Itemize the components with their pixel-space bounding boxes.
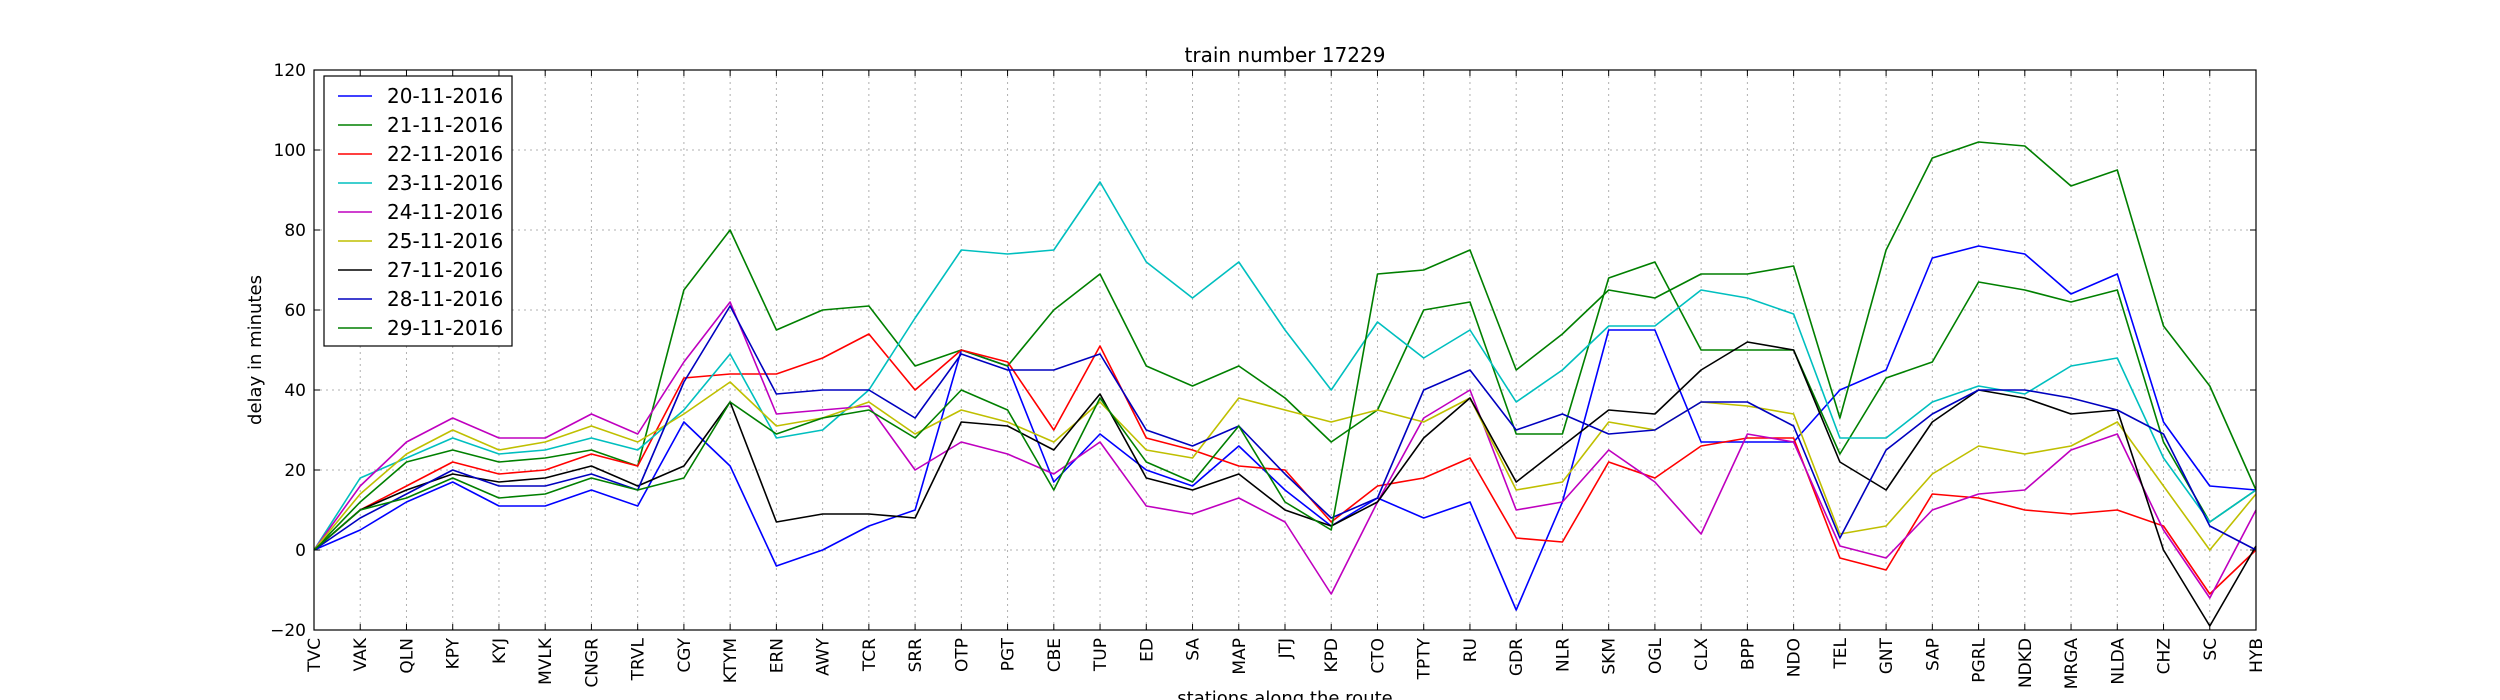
series-line-22-11-2016: [313, 333, 2257, 595]
y-axis-label: delay in minutes: [245, 275, 266, 425]
legend-label: 20-11-2016: [387, 84, 503, 108]
x-tick-label: NLDA: [2108, 638, 2128, 685]
x-tick-label: ERN: [767, 638, 787, 673]
legend-items: 20-11-2016 21-11-2016 22-11-2016 23-11-2016…: [338, 84, 503, 340]
y-tick-label: 40: [284, 381, 306, 401]
grid-layer: [314, 70, 2256, 630]
y-tick-label: 60: [284, 301, 306, 321]
x-tick-label: NDO: [1785, 638, 1805, 677]
y-tick-label: 100: [274, 141, 306, 161]
legend-label: 23-11-2016: [387, 171, 503, 195]
x-tick-label: PGRL: [1970, 637, 1990, 682]
x-tick-label: OTP: [952, 638, 972, 672]
series-line-24-11-2016: [313, 301, 2257, 599]
x-tick-label: BPP: [1738, 638, 1758, 670]
x-tick-label: AWY: [814, 637, 834, 676]
y-tick-label: 0: [295, 541, 306, 561]
series-line-25-11-2016: [313, 381, 2257, 551]
legend: 20-11-2016 21-11-2016 22-11-2016 23-11-2016…: [323, 75, 513, 347]
x-tick-label: OGL: [1646, 637, 1666, 674]
x-tick-label: NLR: [1553, 638, 1573, 672]
x-tick-label: SAP: [1923, 638, 1943, 671]
x-tick-label: NDKD: [2016, 638, 2036, 688]
x-tick-label: MVLK: [536, 637, 556, 685]
legend-label: 28-11-2016: [387, 287, 503, 311]
series-line-29-11-2016: [313, 141, 2257, 551]
legend-label: 27-11-2016: [387, 258, 503, 282]
y-tick-label: 120: [274, 61, 306, 81]
x-tick-label: KPY: [444, 637, 464, 669]
x-tick-label: TEL: [1831, 637, 1851, 669]
x-tick-label: CLX: [1692, 638, 1712, 671]
legend-label: 29-11-2016: [387, 316, 503, 340]
x-tick-label: HYB: [2247, 638, 2267, 673]
x-tick-label: TRVL: [629, 637, 649, 681]
x-tick-label: SKM: [1600, 638, 1620, 675]
y-tick-label: 80: [284, 221, 306, 241]
x-tick-label: TPTY: [1415, 637, 1435, 680]
y-tick-label: 20: [284, 461, 306, 481]
x-tick-label: GNT: [1877, 637, 1897, 674]
legend-label: 21-11-2016: [387, 113, 503, 137]
x-tick-label: KTYM: [721, 638, 741, 683]
x-tick-label: SRR: [906, 638, 926, 673]
tick-layer: −20 0 20 40 60 80 100 120 TVC VAK QLN KPY KYJ MVLK CNG…: [270, 61, 2267, 689]
x-tick-label: JTJ: [1276, 638, 1296, 659]
x-tick-label: TUP: [1091, 638, 1111, 672]
x-tick-label: CHZ: [2155, 638, 2175, 674]
x-tick-label: QLN: [397, 638, 417, 674]
x-tick-label: CNGR: [582, 638, 602, 688]
x-tick-label: CBE: [1045, 638, 1065, 672]
x-tick-label: KPD: [1322, 638, 1342, 673]
series-line-20-11-2016: [313, 245, 2257, 611]
x-tick-label: CGY: [675, 637, 695, 672]
x-axis-label: stations along the route: [1177, 688, 1392, 700]
x-tick-label: RU: [1461, 638, 1481, 662]
chart-title: train number 17229: [1185, 43, 1386, 67]
legend-label: 22-11-2016: [387, 142, 503, 166]
x-tick-label: TCR: [860, 638, 880, 672]
x-tick-label: MAP: [1230, 638, 1250, 675]
legend-frame: [323, 75, 513, 347]
x-tick-label: ED: [1137, 638, 1157, 662]
series-line-27-11-2016: [313, 341, 2257, 627]
x-tick-label: TVC: [305, 638, 325, 673]
x-tick-label: PGT: [999, 637, 1019, 671]
x-tick-label: SC: [2201, 638, 2221, 661]
legend-label: 25-11-2016: [387, 229, 503, 253]
series-line-28-11-2016: [313, 305, 2257, 551]
x-tick-label: VAK: [351, 637, 371, 671]
series-layer: [313, 141, 2257, 627]
x-tick-label: GDR: [1507, 638, 1527, 676]
x-tick-label: MRGA: [2062, 638, 2082, 690]
series-line-23-11-2016: [313, 181, 2257, 551]
legend-label: 24-11-2016: [387, 200, 503, 224]
x-tick-label: CTO: [1368, 638, 1388, 674]
x-tick-label: KYJ: [490, 638, 510, 664]
x-tick-label: SA: [1184, 638, 1204, 661]
y-tick-label: −20: [270, 621, 306, 641]
